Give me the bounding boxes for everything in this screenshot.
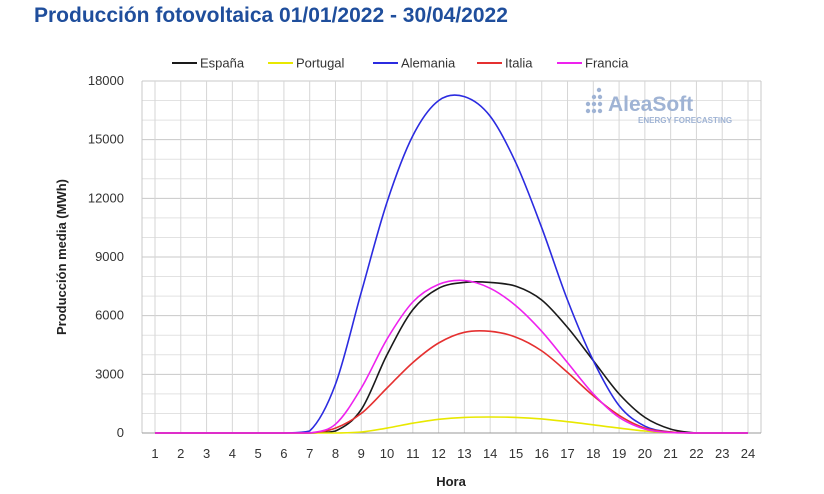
x-tick-label: 15 xyxy=(509,446,523,461)
y-tick-label: 9000 xyxy=(95,249,124,264)
x-tick-label: 13 xyxy=(457,446,471,461)
x-tick-label: 12 xyxy=(431,446,445,461)
legend-label-francia: Francia xyxy=(585,56,629,71)
logo-dots-icon xyxy=(585,87,603,114)
y-axis-label: Producción media (MWh) xyxy=(54,179,69,335)
x-tick-label: 6 xyxy=(280,446,287,461)
x-tick-label: 18 xyxy=(586,446,600,461)
y-tick-label: 6000 xyxy=(95,308,124,323)
legend-label-espana: España xyxy=(200,56,245,71)
legend-label-italia: Italia xyxy=(505,56,533,71)
grid xyxy=(141,80,762,434)
series-line-francia xyxy=(154,279,748,434)
x-tick-label: 16 xyxy=(535,446,549,461)
chart-title: Producción fotovoltaica 01/01/2022 - 30/… xyxy=(34,4,508,27)
logo-name: AleaSoft xyxy=(608,93,693,116)
x-tick-label: 1 xyxy=(151,446,158,461)
x-tick-label: 24 xyxy=(741,446,755,461)
x-tick-label: 10 xyxy=(380,446,394,461)
x-tick-label: 11 xyxy=(406,446,420,461)
y-tick-label: 0 xyxy=(117,425,124,440)
x-axis-label: Hora xyxy=(436,474,466,489)
legend-label-alemania: Alemania xyxy=(401,56,456,71)
y-tick-label: 15000 xyxy=(88,132,124,147)
x-tick-label: 3 xyxy=(203,446,210,461)
x-tick-label: 8 xyxy=(332,446,339,461)
legend-label-portugal: Portugal xyxy=(296,56,345,71)
x-tick-label: 7 xyxy=(306,446,313,461)
x-tick-label: 14 xyxy=(483,446,497,461)
x-tick-label: 2 xyxy=(177,446,184,461)
y-tick-label: 3000 xyxy=(95,366,124,381)
x-axis-ticks: 1 2 3 4 5 6 7 8 9 10 11 12 13 14 15 16 17 18 19 20 21 22 23 24 xyxy=(151,446,755,461)
series-lines xyxy=(154,94,748,434)
x-tick-label: 19 xyxy=(612,446,626,461)
x-tick-label: 5 xyxy=(255,446,262,461)
logo-tagline: ENERGY FORECASTING xyxy=(638,116,732,125)
legend: España Portugal Alemania Italia Francia xyxy=(172,56,629,71)
x-tick-label: 9 xyxy=(358,446,365,461)
aleasoft-logo: AleaSoft ENERGY FORECASTING xyxy=(585,87,732,125)
x-tick-label: 4 xyxy=(229,446,236,461)
series-line-alemania xyxy=(154,94,748,434)
series-line-espana xyxy=(154,281,748,434)
y-axis-ticks: 0 3000 6000 9000 12000 15000 18000 xyxy=(88,73,124,440)
y-tick-label: 12000 xyxy=(88,190,124,205)
x-tick-label: 23 xyxy=(715,446,729,461)
x-tick-label: 17 xyxy=(560,446,574,461)
x-tick-label: 22 xyxy=(689,446,703,461)
y-tick-label: 18000 xyxy=(88,73,124,88)
x-tick-label: 21 xyxy=(663,446,677,461)
x-tick-label: 20 xyxy=(638,446,652,461)
